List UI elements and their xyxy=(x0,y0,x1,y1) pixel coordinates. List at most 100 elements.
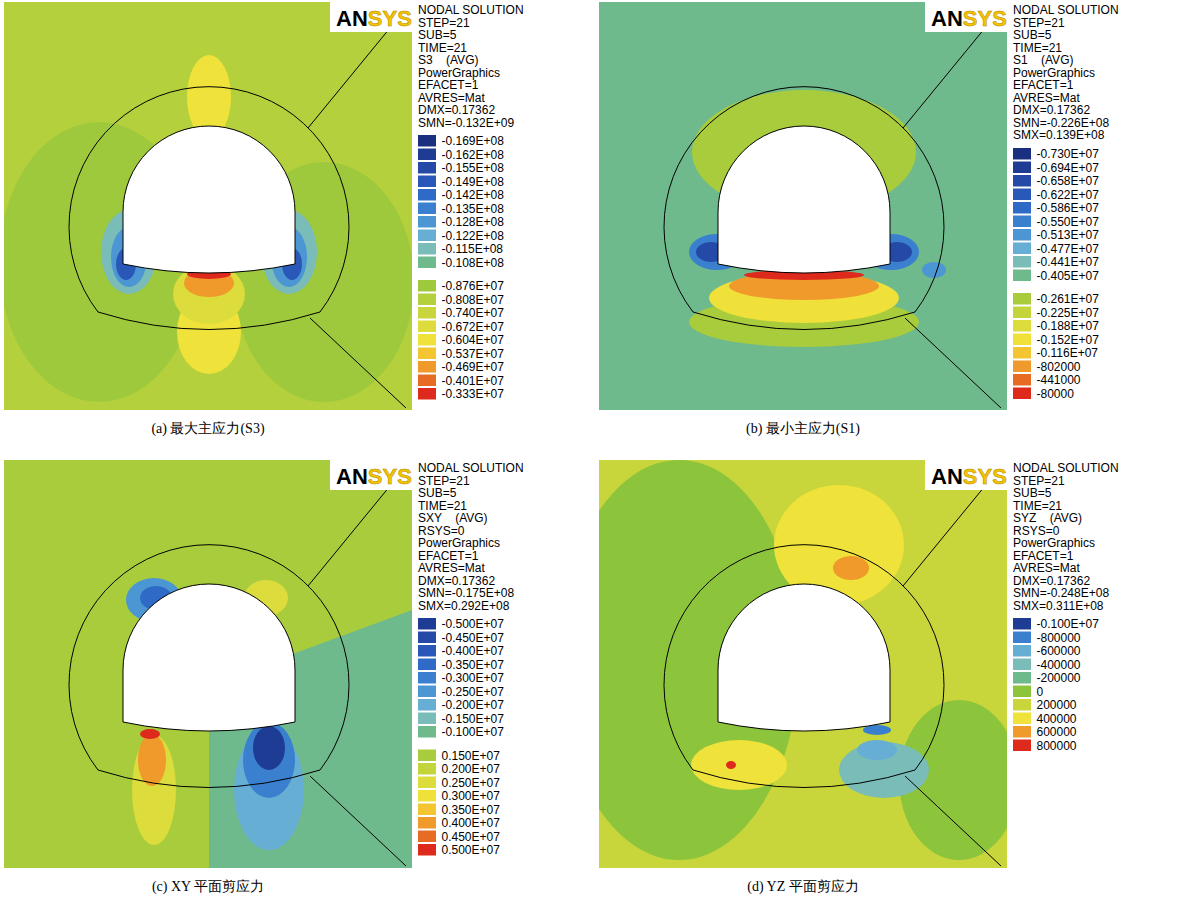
html-text:DMX=0.17362: DMX=0.17362 xyxy=(418,103,496,117)
html-text:SMN=-0.226E+08: SMN=-0.226E+08 xyxy=(1013,115,1110,130)
svg-text:-0.441E+07: -0.441E+07 xyxy=(1037,255,1100,269)
html-text:SMX=0.311E+08: SMX=0.311E+08 xyxy=(1013,598,1104,613)
svg-text:0.300E+07: 0.300E+07 xyxy=(442,789,501,803)
svg-text:0.450E+07: 0.450E+07 xyxy=(442,830,501,844)
svg-text:-0.740E+07: -0.740E+07 xyxy=(442,306,505,320)
svg-text:-0.169E+08: -0.169E+08 xyxy=(442,135,505,148)
svg-text:-0.116E+07: -0.116E+07 xyxy=(1037,346,1099,360)
html-text:TIME=21: TIME=21 xyxy=(1013,498,1062,513)
svg-text:-0.100E+07: -0.100E+07 xyxy=(1037,618,1100,631)
svg-text:-0.694E+07: -0.694E+07 xyxy=(1037,160,1100,174)
svg-text:-0.604E+07: -0.604E+07 xyxy=(442,333,505,347)
svg-text:-0.401E+07: -0.401E+07 xyxy=(442,374,505,388)
svg-text:-0.658E+07: -0.658E+07 xyxy=(1037,174,1100,188)
svg-text:-0.108E+08: -0.108E+08 xyxy=(442,256,505,270)
svg-text:400000: 400000 xyxy=(1037,712,1077,726)
svg-text:-0.537E+07: -0.537E+07 xyxy=(442,347,505,361)
svg-text:600000: 600000 xyxy=(1037,725,1077,739)
html-text:SMX=0.292E+08: SMX=0.292E+08 xyxy=(418,598,510,613)
html-text:EFACET=1: EFACET=1 xyxy=(1013,548,1074,563)
html-text:EFACET=1: EFACET=1 xyxy=(418,78,479,92)
html-text:RSYS=0: RSYS=0 xyxy=(1013,523,1060,538)
svg-text:-0.162E+08: -0.162E+08 xyxy=(442,148,505,162)
html-text:DMX=0.17362: DMX=0.17362 xyxy=(1013,573,1091,588)
svg-text:-800000: -800000 xyxy=(1037,631,1081,645)
html-text:STEP=21: STEP=21 xyxy=(1013,473,1065,488)
svg-text:-0.350E+07: -0.350E+07 xyxy=(442,658,505,672)
svg-text:-0.550E+07: -0.550E+07 xyxy=(1037,214,1100,228)
svg-text:200000: 200000 xyxy=(1037,698,1077,712)
svg-text:-0.450E+07: -0.450E+07 xyxy=(442,631,505,645)
svg-text:0: 0 xyxy=(1037,685,1044,699)
html-text:(b) 最小主应力(S1): (b) 最小主应力(S1) xyxy=(746,421,860,436)
html-text:(c) XY 平面剪应力: (c) XY 平面剪应力 xyxy=(151,879,265,894)
svg-text:-0.333E+07: -0.333E+07 xyxy=(442,387,505,401)
svg-text:0.500E+07: 0.500E+07 xyxy=(442,843,501,857)
svg-text:0.150E+07: 0.150E+07 xyxy=(442,749,501,763)
svg-text:-400000: -400000 xyxy=(1037,658,1081,672)
svg-text:-80000: -80000 xyxy=(1037,386,1075,400)
html-text:DMX=0.17362: DMX=0.17362 xyxy=(418,573,496,588)
svg-text:-0.188E+07: -0.188E+07 xyxy=(1037,319,1100,333)
svg-text:-0.100E+07: -0.100E+07 xyxy=(442,725,505,739)
svg-text:ANSYS: ANSYS xyxy=(336,464,412,489)
svg-text:-0.149E+08: -0.149E+08 xyxy=(442,175,505,189)
svg-text:0.200E+07: 0.200E+07 xyxy=(442,762,501,776)
svg-text:-0.128E+08: -0.128E+08 xyxy=(442,215,505,229)
svg-text:-441000: -441000 xyxy=(1037,373,1081,387)
html-text:EFACET=1: EFACET=1 xyxy=(418,548,479,563)
html-text:STEP=21: STEP=21 xyxy=(418,15,470,30)
svg-text:-0.469E+07: -0.469E+07 xyxy=(442,360,505,374)
svg-text:-0.400E+07: -0.400E+07 xyxy=(442,644,505,658)
html-text:SUB=5: SUB=5 xyxy=(418,28,457,42)
html-text:TIME=21: TIME=21 xyxy=(418,498,467,513)
html-text:(d) YZ 平面剪应力: (d) YZ 平面剪应力 xyxy=(747,879,859,894)
svg-text:-0.261E+07: -0.261E+07 xyxy=(1037,292,1100,306)
svg-text:ANSYS: ANSYS xyxy=(931,6,1007,31)
svg-text:-0.876E+07: -0.876E+07 xyxy=(442,279,505,293)
html-text:(a) 最大主应力(S3): (a) 最大主应力(S3) xyxy=(151,421,265,436)
svg-text:-0.115E+08: -0.115E+08 xyxy=(442,242,504,256)
svg-text:800000: 800000 xyxy=(1037,739,1077,753)
html-text:NODAL SOLUTION: NODAL SOLUTION xyxy=(418,3,524,17)
svg-text:-600000: -600000 xyxy=(1037,644,1081,658)
svg-text:-200000: -200000 xyxy=(1037,671,1081,685)
svg-text:-0.477E+07: -0.477E+07 xyxy=(1037,241,1100,255)
html-text:PowerGraphics: PowerGraphics xyxy=(1013,65,1095,80)
svg-text:0.400E+07: 0.400E+07 xyxy=(442,816,501,830)
svg-text:-802000: -802000 xyxy=(1037,359,1081,373)
svg-text:-0.142E+08: -0.142E+08 xyxy=(442,188,505,202)
svg-text:-0.500E+07: -0.500E+07 xyxy=(442,618,505,631)
svg-text:-0.808E+07: -0.808E+07 xyxy=(442,293,505,307)
html-text:NODAL SOLUTION: NODAL SOLUTION xyxy=(1013,3,1119,17)
svg-text:-0.152E+07: -0.152E+07 xyxy=(1037,332,1100,346)
svg-text:-0.405E+07: -0.405E+07 xyxy=(1037,268,1100,282)
svg-text:0.250E+07: 0.250E+07 xyxy=(442,776,501,790)
svg-text:-0.122E+08: -0.122E+08 xyxy=(442,229,505,243)
html-text:TIME=21: TIME=21 xyxy=(418,40,467,55)
svg-text:-0.225E+07: -0.225E+07 xyxy=(1037,305,1100,319)
html-text:TIME=21: TIME=21 xyxy=(1013,40,1062,55)
html-text:RSYS=0: RSYS=0 xyxy=(418,523,465,538)
html-text:STEP=21: STEP=21 xyxy=(1013,15,1065,30)
svg-text:-0.200E+07: -0.200E+07 xyxy=(442,698,505,712)
svg-text:-0.150E+07: -0.150E+07 xyxy=(442,712,505,726)
svg-text:-0.586E+07: -0.586E+07 xyxy=(1037,201,1100,215)
svg-text:-0.300E+07: -0.300E+07 xyxy=(442,671,505,685)
svg-text:0.350E+07: 0.350E+07 xyxy=(442,803,501,817)
svg-text:ANSYS: ANSYS xyxy=(336,6,412,31)
svg-text:-0.155E+08: -0.155E+08 xyxy=(442,161,505,175)
svg-text:-0.672E+07: -0.672E+07 xyxy=(442,320,505,334)
html-text:AVRES=Mat: AVRES=Mat xyxy=(418,90,485,105)
svg-text:-0.730E+07: -0.730E+07 xyxy=(1037,148,1100,161)
svg-text:-0.513E+07: -0.513E+07 xyxy=(1037,228,1100,242)
html-text:S3 (AVG): S3 (AVG) xyxy=(418,53,479,67)
svg-text:-0.622E+07: -0.622E+07 xyxy=(1037,187,1100,201)
html-text:STEP=21: STEP=21 xyxy=(418,473,470,488)
html-text:PowerGraphics: PowerGraphics xyxy=(418,65,500,80)
html-text:AVRES=Mat: AVRES=Mat xyxy=(1013,90,1080,105)
svg-text:-0.135E+08: -0.135E+08 xyxy=(442,202,505,216)
html-text:SMN=-0.132E+09: SMN=-0.132E+09 xyxy=(418,115,515,130)
svg-text:ANSYS: ANSYS xyxy=(931,464,1007,489)
svg-text:-0.250E+07: -0.250E+07 xyxy=(442,685,505,699)
